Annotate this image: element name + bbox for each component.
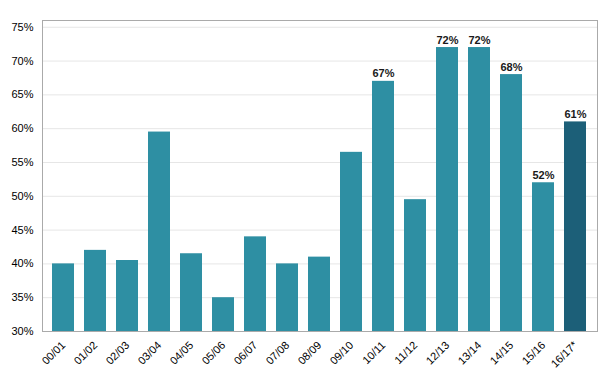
svg-text:04/05: 04/05 bbox=[167, 339, 195, 367]
svg-text:35%: 35% bbox=[11, 291, 33, 303]
svg-text:08/09: 08/09 bbox=[295, 339, 323, 367]
svg-text:02/03: 02/03 bbox=[103, 339, 131, 367]
svg-text:50%: 50% bbox=[11, 190, 33, 202]
svg-text:30%: 30% bbox=[11, 325, 33, 337]
svg-text:12/13: 12/13 bbox=[423, 339, 451, 367]
svg-text:13/14: 13/14 bbox=[455, 339, 483, 367]
svg-text:01/02: 01/02 bbox=[71, 339, 99, 367]
svg-text:61%: 61% bbox=[564, 108, 586, 120]
svg-text:05/06: 05/06 bbox=[199, 339, 227, 367]
svg-text:14/15: 14/15 bbox=[487, 339, 515, 367]
svg-text:11/12: 11/12 bbox=[392, 339, 419, 366]
svg-text:67%: 67% bbox=[372, 67, 394, 79]
svg-text:07/08: 07/08 bbox=[263, 339, 291, 367]
svg-text:16/17*: 16/17* bbox=[548, 338, 579, 369]
svg-text:03/04: 03/04 bbox=[135, 339, 163, 367]
svg-text:06/07: 06/07 bbox=[231, 339, 259, 367]
svg-text:72%: 72% bbox=[436, 34, 458, 46]
svg-text:65%: 65% bbox=[11, 88, 33, 100]
svg-text:55%: 55% bbox=[11, 156, 33, 168]
svg-text:45%: 45% bbox=[11, 224, 33, 236]
svg-text:15/16: 15/16 bbox=[519, 339, 547, 367]
svg-text:10/11: 10/11 bbox=[360, 339, 387, 366]
svg-text:75%: 75% bbox=[11, 21, 33, 33]
svg-text:40%: 40% bbox=[11, 257, 33, 269]
svg-text:52%: 52% bbox=[532, 169, 554, 181]
svg-text:60%: 60% bbox=[11, 122, 33, 134]
svg-text:00/01: 00/01 bbox=[39, 339, 67, 367]
svg-text:09/10: 09/10 bbox=[327, 339, 355, 367]
svg-text:72%: 72% bbox=[468, 34, 490, 46]
svg-text:70%: 70% bbox=[11, 55, 33, 67]
svg-text:68%: 68% bbox=[500, 61, 522, 73]
